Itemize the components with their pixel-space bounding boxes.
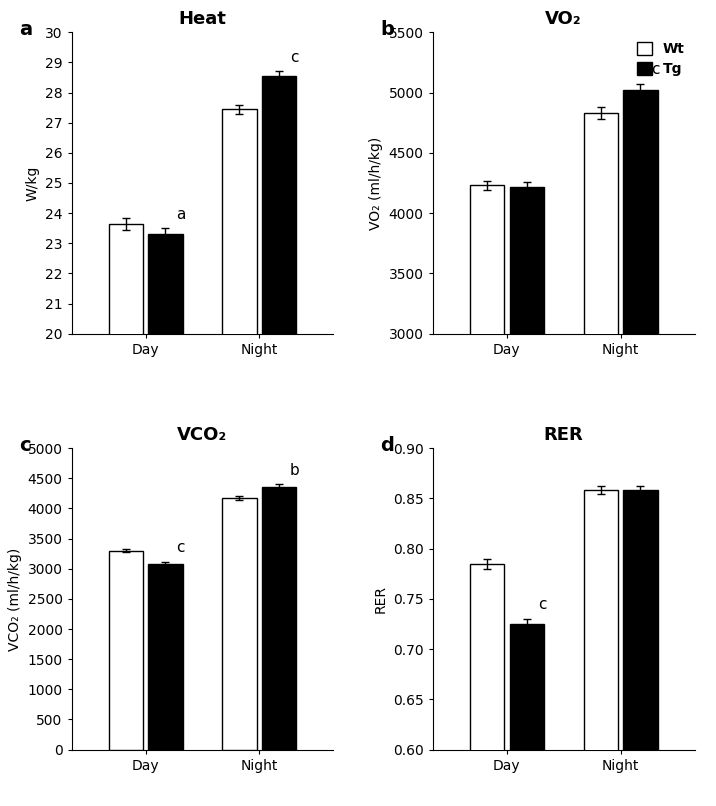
Y-axis label: RER: RER [374,585,387,613]
Text: b: b [380,20,395,39]
Text: a: a [176,206,185,222]
Bar [262,487,296,750]
Y-axis label: VO₂ (ml/h/kg): VO₂ (ml/h/kg) [369,136,383,230]
Bar [470,185,504,696]
Bar [510,186,543,696]
Text: d: d [380,436,395,455]
Text: c: c [538,597,546,613]
Title: Heat: Heat [178,10,226,28]
Bar [262,76,296,806]
Bar [584,113,618,696]
Text: c: c [291,50,299,64]
Text: c: c [19,436,31,455]
Bar [584,490,618,806]
Bar [109,550,142,750]
Y-axis label: W/kg: W/kg [25,165,39,201]
Bar [223,498,256,750]
Y-axis label: VCO₂ (ml/h/kg): VCO₂ (ml/h/kg) [8,547,22,650]
Text: c: c [177,541,185,555]
Bar [148,564,183,750]
Text: b: b [290,463,299,478]
Legend: Wt, Tg: Wt, Tg [634,39,687,79]
Title: RER: RER [543,426,584,444]
Bar [624,90,657,696]
Bar [109,223,142,806]
Text: c: c [652,62,660,77]
Bar [223,109,256,806]
Bar [148,235,183,806]
Bar [510,624,543,806]
Bar [470,563,504,806]
Text: a: a [19,20,32,39]
Title: VCO₂: VCO₂ [178,426,228,444]
Title: VO₂: VO₂ [546,10,582,28]
Bar [624,490,657,806]
